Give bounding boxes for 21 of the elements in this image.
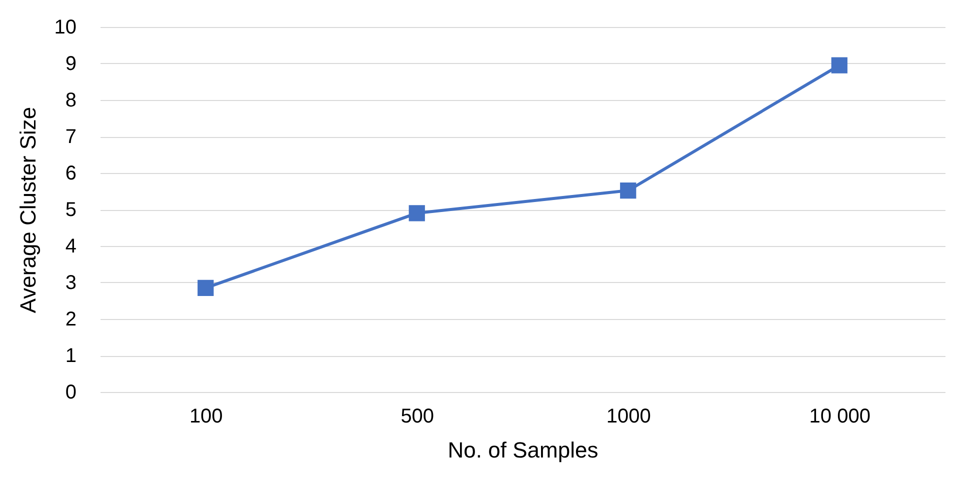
x-tick-label: 500 (400, 406, 434, 428)
y-tick-label: 5 (65, 199, 76, 221)
y-tick-label: 0 (65, 382, 76, 404)
x-tick-label: 100 (189, 406, 223, 428)
x-axis-title: No. of Samples (448, 438, 598, 462)
y-tick-label: 9 (65, 53, 76, 75)
y-axis-title: Average Cluster Size (15, 106, 40, 314)
y-tick-label: 7 (65, 126, 76, 148)
point (620, 182, 636, 199)
y-tick-label: 6 (65, 162, 76, 184)
point (831, 57, 848, 74)
y-tick-label: 10 (54, 16, 76, 38)
y-tick-label: 1 (65, 345, 76, 367)
y-tick-label: 4 (65, 236, 76, 258)
y-tick-label: 3 (65, 272, 76, 294)
x-tick-label: 10 000 (809, 406, 870, 428)
y-tick-label: 2 (65, 308, 76, 330)
point (408, 205, 425, 222)
point (198, 280, 214, 296)
x-tick-label: 1000 (606, 406, 651, 428)
y-tick-label: 8 (65, 90, 76, 112)
